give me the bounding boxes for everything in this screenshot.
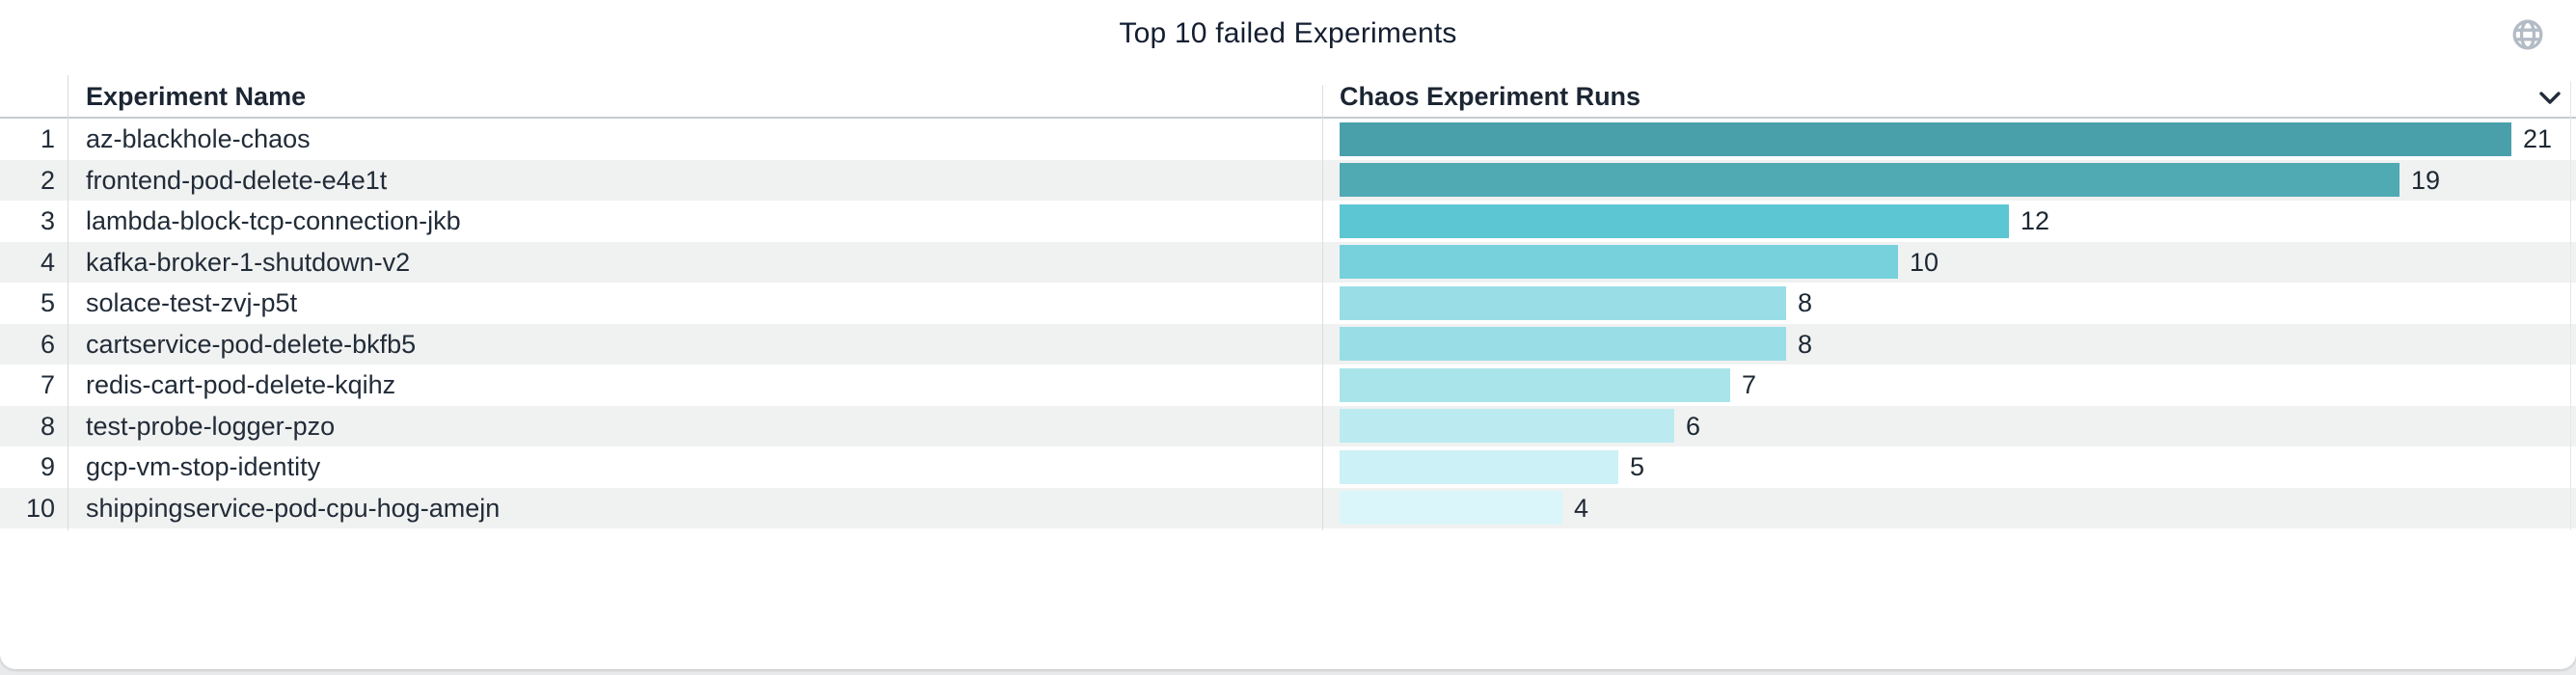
runs-bar[interactable] [1340,122,2511,156]
globe-icon [2510,17,2545,52]
row-index: 3 [40,206,55,235]
chart-title: Top 10 failed Experiments [1119,17,1457,49]
runs-bar[interactable] [1340,203,2009,238]
table-row[interactable]: 4 kafka-broker-1-shutdown-v2 10 [0,241,2576,283]
experiment-name-cell: shippingservice-pod-cpu-hog-amejn [86,493,501,523]
runs-value-label: 10 [1910,247,1939,277]
table-header-row: Experiment Name Chaos Experiment Runs [0,75,2576,119]
runs-bar[interactable] [1340,245,1898,279]
table-row[interactable]: 8 test-probe-logger-pzo 6 [0,405,2576,446]
experiment-name-cell: az-blackhole-chaos [86,124,311,153]
experiment-name-cell: cartservice-pod-delete-bkfb5 [86,329,417,359]
column-header-experiment-name[interactable]: Experiment Name [86,82,307,111]
header-divider [0,117,2576,119]
runs-value-label: 4 [1574,493,1589,523]
runs-bar[interactable] [1340,285,1786,320]
row-index: 7 [40,370,55,399]
experiment-name-cell: kafka-broker-1-shutdown-v2 [86,247,411,277]
table-row[interactable]: 5 solace-test-zvj-p5t 8 [0,283,2576,324]
runs-value-label: 19 [2411,165,2441,195]
runs-value-label: 5 [1630,452,1645,481]
runs-bar[interactable] [1340,449,1618,484]
table-row[interactable]: 9 gcp-vm-stop-identity 5 [0,446,2576,488]
column-divider-right [2570,81,2571,530]
runs-bar[interactable] [1340,491,1562,525]
row-index: 8 [40,411,55,441]
runs-value-label: 12 [2020,206,2050,235]
experiment-name-cell: gcp-vm-stop-identity [86,452,321,481]
experiment-name-cell: solace-test-zvj-p5t [86,288,298,317]
table-body: 1 az-blackhole-chaos 21 2 frontend-pod-d… [0,119,2576,528]
runs-bar[interactable] [1340,163,2400,197]
runs-value-label: 7 [1742,370,1757,399]
table-row[interactable]: 6 cartservice-pod-delete-bkfb5 8 [0,323,2576,364]
runs-value-label: 6 [1686,411,1701,441]
experiment-name-cell: redis-cart-pod-delete-kqihz [86,370,396,399]
row-index: 1 [40,124,55,153]
table-row[interactable]: 7 redis-cart-pod-delete-kqihz 7 [0,364,2576,406]
table-row[interactable]: 3 lambda-block-tcp-connection-jkb 12 [0,201,2576,242]
column-header-chaos-experiment-runs[interactable]: Chaos Experiment Runs [1340,82,1641,111]
row-index: 5 [40,288,55,317]
row-index: 10 [25,493,55,523]
row-index: 2 [40,165,55,195]
table-row[interactable]: 10 shippingservice-pod-cpu-hog-amejn 4 [0,487,2576,528]
runs-value-label: 8 [1798,288,1813,317]
table-row[interactable]: 1 az-blackhole-chaos 21 [0,119,2576,160]
row-index: 6 [40,329,55,359]
row-index: 4 [40,247,55,277]
experiment-name-cell: lambda-block-tcp-connection-jkb [86,206,461,235]
chevron-down-icon[interactable] [2537,89,2562,108]
row-index: 9 [40,452,55,481]
experiment-name-cell: frontend-pod-delete-e4e1t [86,165,388,195]
runs-bar[interactable] [1340,327,1786,361]
experiment-name-cell: test-probe-logger-pzo [86,411,336,441]
runs-bar[interactable] [1340,367,1730,402]
runs-value-label: 8 [1798,329,1813,359]
table-row[interactable]: 2 frontend-pod-delete-e4e1t 19 [0,159,2576,201]
runs-bar[interactable] [1340,409,1674,443]
column-divider-middle [1322,85,1323,530]
runs-value-label: 21 [2523,124,2553,153]
